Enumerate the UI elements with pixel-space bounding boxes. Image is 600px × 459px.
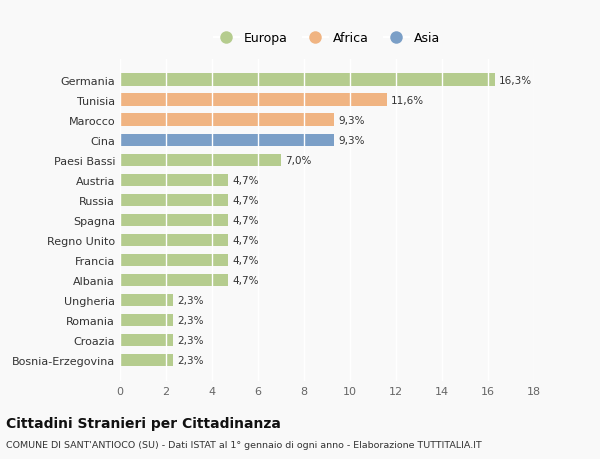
Bar [120, 334, 173, 347]
Bar [120, 114, 334, 127]
Legend: Europa, Africa, Asia: Europa, Africa, Asia [209, 28, 445, 50]
Text: COMUNE DI SANT'ANTIOCO (SU) - Dati ISTAT al 1° gennaio di ogni anno - Elaborazio: COMUNE DI SANT'ANTIOCO (SU) - Dati ISTAT… [6, 441, 482, 449]
Bar [120, 94, 387, 106]
Text: 2,3%: 2,3% [177, 315, 203, 325]
Text: 16,3%: 16,3% [499, 75, 532, 85]
Bar [120, 134, 334, 146]
Bar [120, 274, 228, 286]
Text: 11,6%: 11,6% [391, 95, 424, 106]
Text: 2,3%: 2,3% [177, 295, 203, 305]
Bar [120, 214, 228, 226]
Text: 7,0%: 7,0% [285, 156, 311, 165]
Text: Cittadini Stranieri per Cittadinanza: Cittadini Stranieri per Cittadinanza [6, 416, 281, 430]
Bar [120, 294, 173, 307]
Text: 9,3%: 9,3% [338, 115, 365, 125]
Bar [120, 194, 228, 207]
Text: 9,3%: 9,3% [338, 135, 365, 146]
Text: 4,7%: 4,7% [232, 175, 259, 185]
Text: 4,7%: 4,7% [232, 215, 259, 225]
Bar [120, 234, 228, 246]
Text: 4,7%: 4,7% [232, 255, 259, 265]
Bar [120, 154, 281, 167]
Text: 2,3%: 2,3% [177, 355, 203, 365]
Bar [120, 314, 173, 326]
Bar [120, 74, 495, 87]
Bar [120, 254, 228, 267]
Bar [120, 354, 173, 366]
Text: 2,3%: 2,3% [177, 335, 203, 345]
Bar [120, 174, 228, 186]
Text: 4,7%: 4,7% [232, 275, 259, 285]
Text: 4,7%: 4,7% [232, 235, 259, 245]
Text: 4,7%: 4,7% [232, 196, 259, 205]
